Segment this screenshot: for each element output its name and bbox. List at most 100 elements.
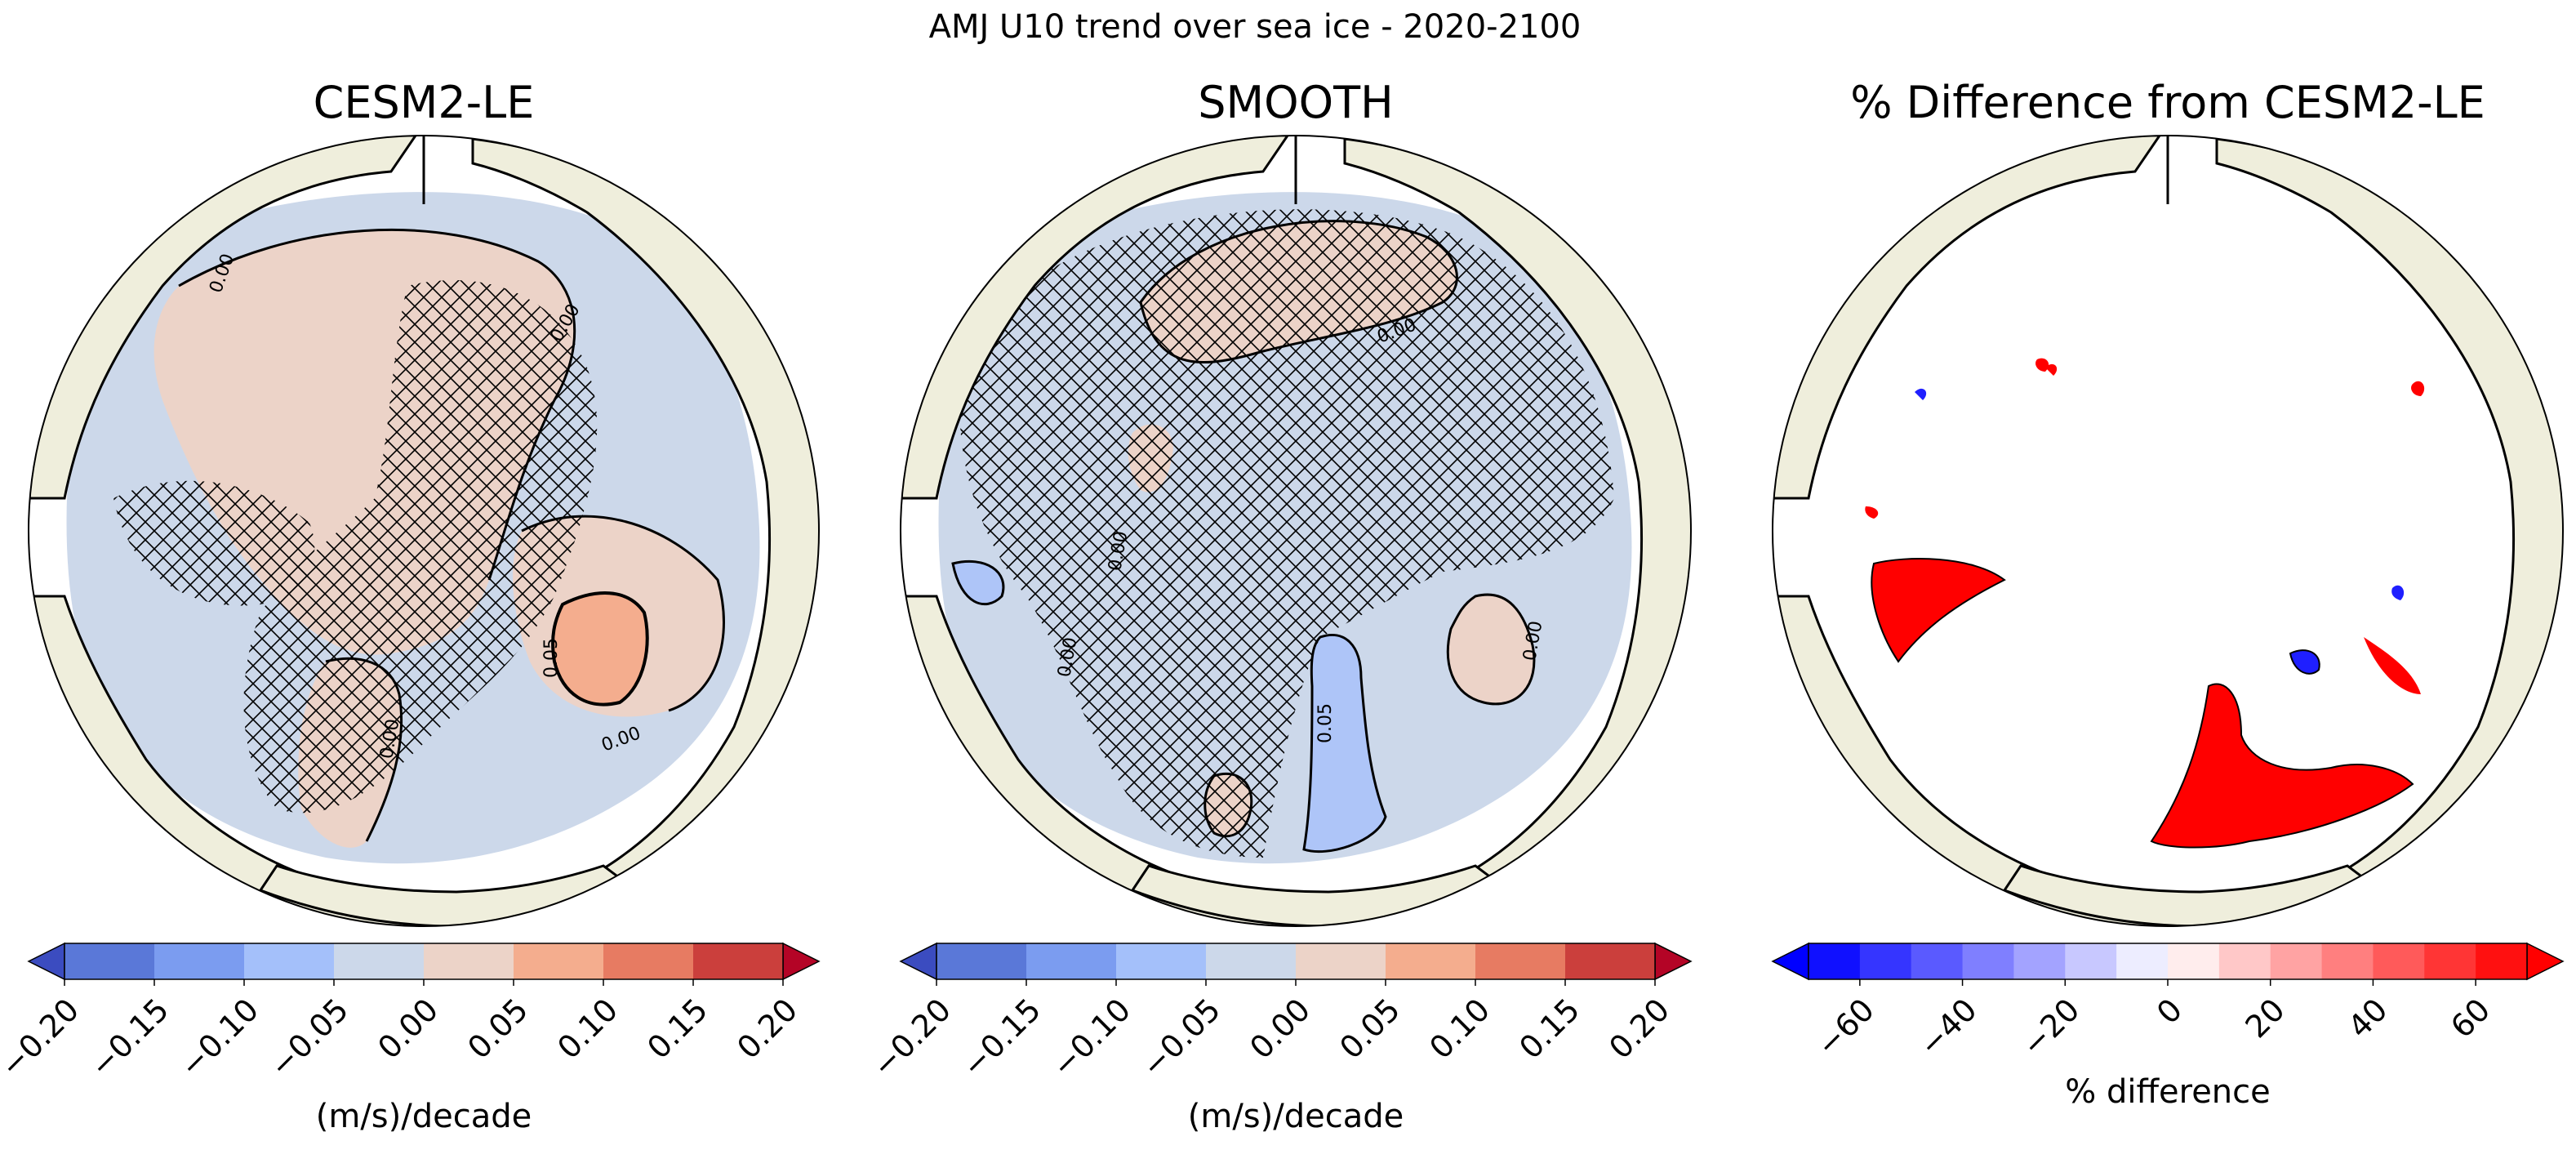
diff-positive-region-5 [2035, 358, 2049, 372]
colorbar-segment [2218, 943, 2271, 979]
panel-percent-difference: % Difference from CESM2-LE −60 −40 −20 0 20 4… [1771, 77, 2565, 1111]
colorbar-segment [334, 943, 425, 979]
zero-contour-3 [325, 657, 403, 842]
colorbar-label: % difference [2065, 1073, 2271, 1111]
colorbar-segment [65, 943, 155, 979]
colorbar-tick-label: −40 [1912, 992, 1984, 1063]
panel-smooth: SMOOTH 0.00 0.00 0.00 0.05 0.00 −0.20−0.… [865, 77, 1693, 1135]
pos-strong-trend-region [551, 591, 649, 706]
diff-positive-region [1871, 558, 2006, 663]
diff-positive-region-2 [2150, 683, 2414, 849]
colorbar-segment [1859, 943, 1912, 979]
colorbar-segment [1296, 943, 1386, 979]
colorbar-tick-label: 0.20 [730, 992, 804, 1066]
colorbar-tick-label: −0.05 [1135, 992, 1227, 1084]
colorbar-segment [2270, 943, 2323, 979]
panel-title: CESM2-LE [314, 77, 535, 128]
colorbar-tick-label: 0.15 [1512, 992, 1586, 1066]
colorbar-segment [1386, 943, 1476, 979]
colorbar-tick-label: 0.10 [550, 992, 625, 1066]
colorbar-segment [1116, 943, 1207, 979]
significance-hatching-2 [113, 480, 315, 606]
diff-positive-region-7 [2411, 381, 2425, 396]
contour-label: 0.05 [541, 638, 562, 678]
colorbar-tick-label: −0.10 [1045, 992, 1137, 1084]
colorbar-tick-label: 0.15 [640, 992, 714, 1066]
colorbar-segment [1962, 943, 2014, 979]
colorbar-segment [2168, 943, 2220, 979]
zero-contour-2 [521, 515, 725, 712]
map-boundary [900, 135, 1692, 927]
colorbar-tick-label: −0.20 [0, 992, 86, 1084]
colorbar-tick-label: 0.00 [371, 992, 445, 1066]
significance-hatching [243, 280, 598, 813]
colorbar-segment [1475, 943, 1566, 979]
colorbar-tick-label: 0 [2150, 992, 2189, 1031]
colorbar-extend-under [1771, 942, 1809, 981]
zero-contour [1139, 220, 1458, 364]
colorbar-segment [154, 943, 245, 979]
colorbar-tick-label: 0.05 [1332, 992, 1407, 1066]
colorbar-cesm2-le: −0.20−0.15−0.10−0.05 0.00 0.05 0.10 0.15 0.20 [0, 942, 821, 1085]
colorbar-segment [1809, 943, 1861, 979]
colorbar-tick-label: 20 [2239, 992, 2292, 1045]
zero-contour [178, 229, 576, 581]
colorbar-label: (m/s)/decade [316, 1098, 532, 1135]
colorbar-segment [2116, 943, 2169, 979]
diff-positive-region-3 [2364, 637, 2421, 694]
colorbar-tick-label: 0.05 [460, 992, 535, 1066]
panel-title: SMOOTH [1198, 77, 1393, 128]
colorbar-segment [693, 943, 784, 979]
colorbar-tick-label: −60 [1809, 992, 1881, 1063]
neg-strong-trend-region-2 [951, 559, 1005, 605]
colorbar-segment [1206, 943, 1297, 979]
colorbar-segment [244, 943, 335, 979]
colorbar-extend-under [27, 942, 65, 981]
colorbar-segment [514, 943, 604, 979]
colorbar-segment [1026, 943, 1117, 979]
panel-cesm2-le: CESM2-LE [0, 77, 821, 1135]
colorbar-tick-label: −0.05 [263, 992, 355, 1084]
colorbar-tick-label: −0.20 [865, 992, 958, 1084]
colorbar-segment [1911, 943, 1964, 979]
colorbar-label: (m/s)/decade [1188, 1098, 1404, 1135]
diff-negative-region-2 [1915, 388, 1927, 400]
colorbar-extend-over [782, 942, 821, 981]
colorbar-segment [2013, 943, 2066, 979]
colorbar-tick-label: 0.10 [1422, 992, 1497, 1066]
colorbar-extend-over [1654, 942, 1693, 981]
colorbar-tick-label: 0.00 [1243, 992, 1317, 1066]
neg-strong-trend-region [1302, 634, 1387, 854]
significance-hatching [959, 209, 1614, 858]
diff-positive-region-6 [1865, 506, 1879, 519]
colorbar-segment [603, 943, 694, 979]
colorbar-extend-over [2526, 942, 2565, 981]
colorbar-segment [2476, 943, 2528, 979]
colorbar-tick-label: −0.10 [173, 992, 265, 1084]
panel-title: % Difference from CESM2-LE [1850, 77, 2485, 128]
colorbar-smooth: −0.20−0.15−0.10−0.05 0.00 0.05 0.10 0.15 0.20 [865, 942, 1693, 1085]
map-boundary [1772, 135, 2564, 927]
colorbar-segment [2373, 943, 2425, 979]
colorbar-segment [2321, 943, 2374, 979]
colorbar-extend-under [899, 942, 937, 981]
diff-negative-region-3 [2391, 585, 2405, 600]
colorbar-percent-difference: −60 −40 −20 0 20 40 60 [1771, 942, 2565, 1063]
colorbar-tick-label: −0.15 [83, 992, 176, 1084]
colorbar-tick-label: −0.15 [955, 992, 1048, 1084]
colorbar-tick-label: −20 [2015, 992, 2087, 1063]
colorbar-tick-label: 60 [2444, 992, 2497, 1045]
figure-suptitle: AMJ U10 trend over sea ice - 2020-2100 [929, 8, 1582, 46]
colorbar-tick-label: 40 [2341, 992, 2394, 1045]
colorbar-segment [1565, 943, 1656, 979]
colorbar-segment [937, 943, 1027, 979]
colorbar-tick-label: 0.20 [1602, 992, 1676, 1066]
colorbar-segment [424, 943, 514, 979]
colorbar-segment [2424, 943, 2476, 979]
colorbar-segment [2065, 943, 2117, 979]
map-boundary [28, 135, 820, 927]
contour-label: 0.05 [1315, 703, 1336, 743]
diff-negative-region [2289, 649, 2320, 675]
pos-trend-region-3 [1446, 593, 1536, 706]
